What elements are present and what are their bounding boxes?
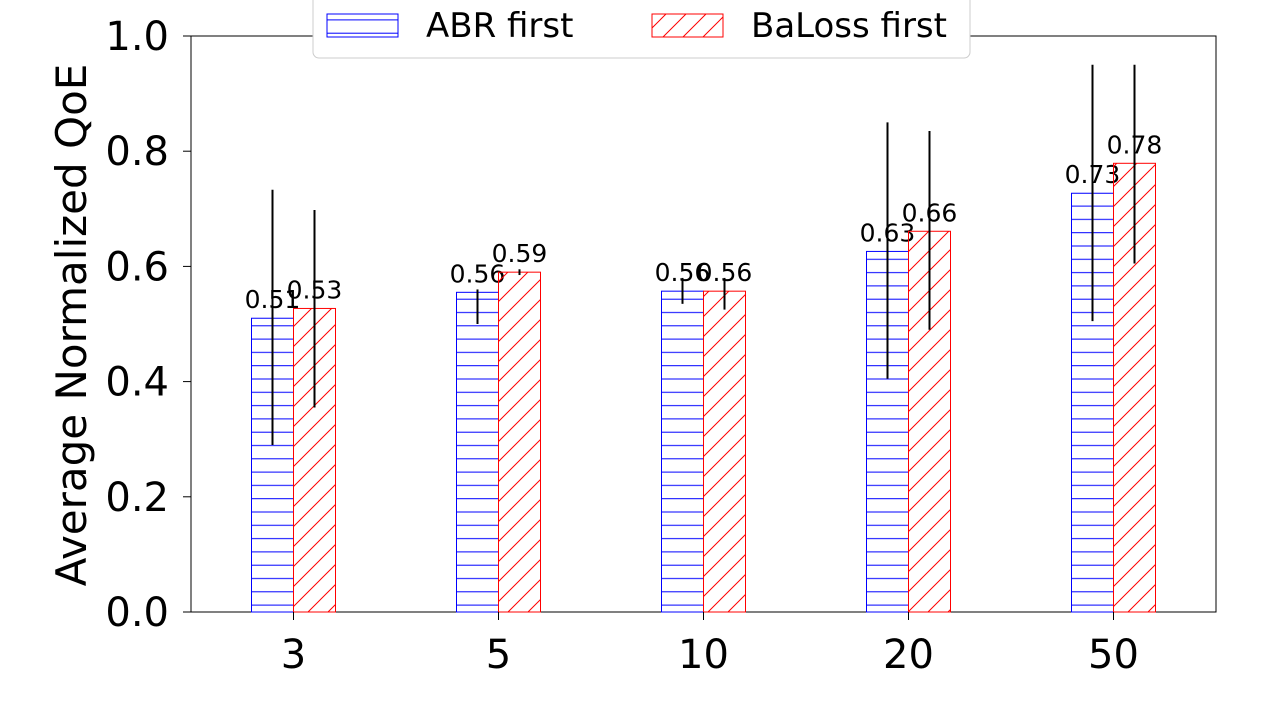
y-tick-label: 0.8 <box>105 129 169 175</box>
data-label: 0.78 <box>1107 130 1163 159</box>
x-tick-label: 10 <box>678 632 729 678</box>
y-axis: 0.0 0.2 0.4 0.6 0.8 1.0 <box>105 14 191 636</box>
bar-baloss-first-10 <box>703 290 746 613</box>
y-tick-label: 1.0 <box>105 14 169 60</box>
data-label: 0.53 <box>287 275 343 304</box>
data-label: 0.51 <box>245 285 301 314</box>
legend-swatch-abr-first <box>326 13 399 38</box>
y-tick-label: 0.0 <box>105 590 169 636</box>
data-label: 0.59 <box>492 239 548 268</box>
legend-box <box>312 0 971 59</box>
legend: ABR first BaLoss first <box>312 0 971 59</box>
data-label: 0.56 <box>697 258 753 287</box>
bar-abr-first-10 <box>661 290 704 613</box>
bar-baloss-first-5 <box>498 271 541 613</box>
y-tick-label: 0.6 <box>105 244 169 290</box>
legend-label-baloss-first: BaLoss first <box>751 6 947 46</box>
y-axis-title: Average Normalized QoE <box>47 64 96 587</box>
bar-abr-first-5 <box>456 291 499 613</box>
x-tick-label: 5 <box>486 632 511 678</box>
y-tick-label: 0.2 <box>105 475 169 521</box>
legend-label-abr-first: ABR first <box>426 6 573 46</box>
plot-area: 0.510.530.560.590.560.560.630.660.730.78 <box>190 35 1217 613</box>
data-label: 0.63 <box>860 218 916 247</box>
data-label: 0.66 <box>902 198 958 227</box>
data-label: 0.56 <box>655 258 711 287</box>
x-tick-label: 50 <box>1088 632 1139 678</box>
legend-swatch-baloss-first <box>651 13 724 38</box>
x-tick-label: 3 <box>281 632 306 678</box>
y-tick-label: 0.4 <box>105 360 169 406</box>
x-tick-label: 20 <box>883 632 934 678</box>
x-axis: 3 5 10 20 50 <box>281 612 1139 678</box>
data-label: 0.73 <box>1065 160 1121 189</box>
data-label: 0.56 <box>450 259 506 288</box>
